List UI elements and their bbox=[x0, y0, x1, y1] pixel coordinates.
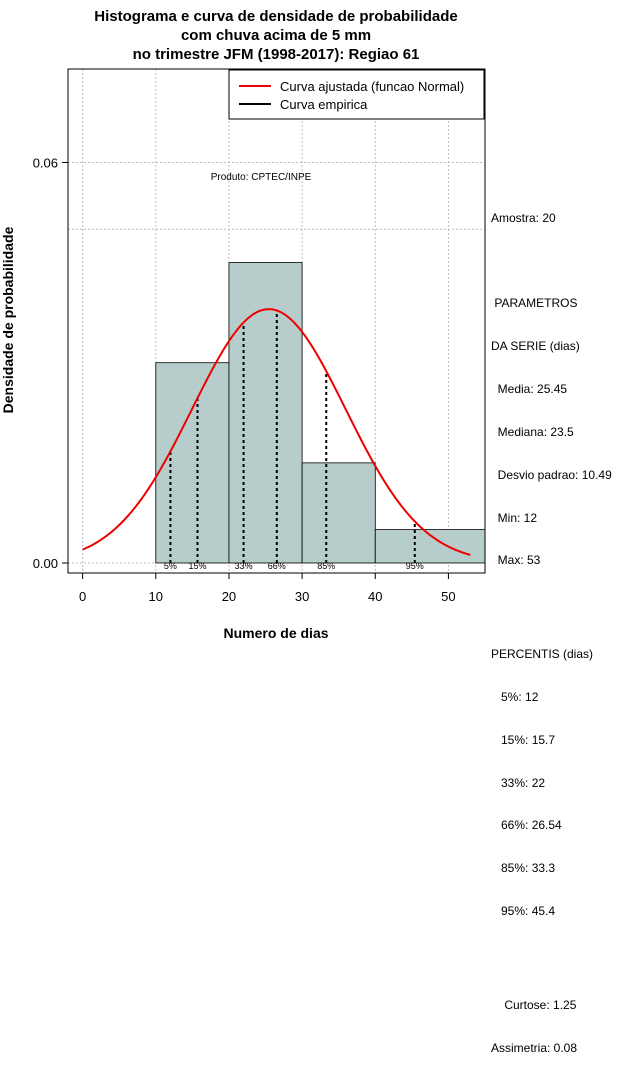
stat-p5: 5%: 12 bbox=[491, 689, 539, 704]
stat-p33: 33%: 22 bbox=[491, 775, 546, 790]
histogram-bar-1 bbox=[155, 362, 230, 564]
y-axis-label: Densidade de probabilidade bbox=[0, 226, 16, 413]
sample-size: Amostra: 20 bbox=[491, 210, 556, 225]
percentiles-title: PERCENTIS (dias) bbox=[491, 646, 594, 661]
legend-box bbox=[228, 69, 485, 120]
stat-p15: 15%: 15.7 bbox=[491, 732, 556, 747]
y-tick-label: 0.00 bbox=[33, 556, 58, 571]
stat-min: Min: 12 bbox=[491, 510, 538, 525]
title-line-2: com chuva acima de 5 mm bbox=[181, 27, 371, 44]
chart-title: Histograma e curva de densidade de proba… bbox=[94, 8, 457, 63]
y-tick-label: 0.06 bbox=[33, 155, 58, 170]
statistics-panel: Amostra: 20 PARAMETROS DA SERIE (dias) M… bbox=[491, 182, 636, 1069]
stat-median: Mediana: 23.5 bbox=[491, 424, 574, 439]
percentile-label-5: 5% bbox=[164, 561, 177, 571]
normal-curve bbox=[82, 308, 471, 556]
x-tick-label: 30 bbox=[295, 589, 309, 604]
plot-frame bbox=[67, 68, 486, 574]
percentile-lines: 5% 15% 33% 66% 85% 95% bbox=[164, 310, 424, 571]
stat-p95: 95%: 45.4 bbox=[491, 904, 556, 919]
percentile-label-85: 85% bbox=[317, 561, 335, 571]
normal-curve-line bbox=[82, 308, 471, 556]
x-axis-label: Numero de dias bbox=[223, 625, 328, 641]
axes: 0 10 20 30 40 50 0.00 0.06 bbox=[33, 68, 486, 604]
x-tick-label: 0 bbox=[79, 589, 86, 604]
stat-skewness: Assimetria: 0.08 bbox=[491, 1040, 578, 1055]
title-line-1: Histograma e curva de densidade de proba… bbox=[94, 8, 457, 25]
legend-label-1: Curva ajustada (funcao Normal) bbox=[280, 79, 464, 94]
percentile-label-95: 95% bbox=[406, 561, 424, 571]
x-tick-label: 20 bbox=[222, 589, 236, 604]
percentile-label-15: 15% bbox=[188, 561, 206, 571]
stat-p85: 85%: 33.3 bbox=[491, 861, 556, 876]
histogram-bars bbox=[155, 262, 486, 564]
legend-label-2: Curva empirica bbox=[280, 97, 368, 112]
stat-p66: 66%: 26.54 bbox=[491, 818, 562, 833]
percentile-label-66: 66% bbox=[268, 561, 286, 571]
stat-sd: Desvio padrao: 10.49 bbox=[491, 467, 612, 482]
histogram-bar-2 bbox=[228, 262, 303, 564]
params-title: PARAMETROS bbox=[491, 296, 578, 311]
percentile-label-33: 33% bbox=[235, 561, 253, 571]
stat-kurtosis: Curtose: 1.25 bbox=[491, 997, 577, 1012]
stat-max: Max: 53 bbox=[491, 553, 541, 568]
x-tick-label: 50 bbox=[441, 589, 455, 604]
x-tick-label: 10 bbox=[149, 589, 163, 604]
title-line-3: no trimestre JFM (1998-2017): Regiao 61 bbox=[133, 46, 420, 63]
histogram-bar-3 bbox=[301, 462, 376, 564]
params-subtitle: DA SERIE (dias) bbox=[491, 338, 580, 353]
legend: Curva ajustada (funcao Normal) Curva empi… bbox=[228, 69, 485, 120]
stat-mean: Media: 25.45 bbox=[491, 381, 568, 396]
product-annotation: Produto: CPTEC/INPE bbox=[211, 172, 312, 183]
x-tick-label: 40 bbox=[368, 589, 382, 604]
chart: Histograma e curva de densidade de proba… bbox=[0, 8, 486, 641]
